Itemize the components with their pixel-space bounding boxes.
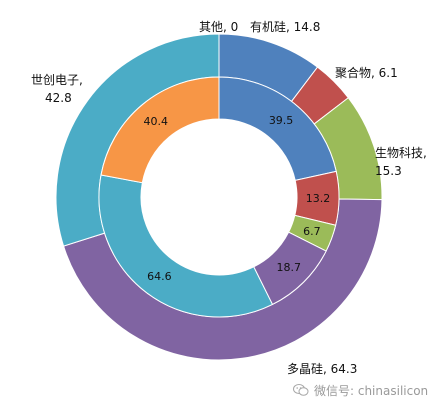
outer-data-label-5: 其他, 0 bbox=[199, 20, 238, 34]
outer-ring-labels: 有机硅, 14.8 聚合物, 6.1 生物科技, 15.3 多晶硅, 64.3 世创电子,… bbox=[31, 20, 427, 376]
inner-ring-slice-4 bbox=[98, 174, 274, 318]
outer-ring bbox=[55, 33, 383, 361]
outer-data-label-2: 生物科技, 15.3 bbox=[375, 146, 427, 178]
watermark: 微信号: chinasilicon bbox=[293, 380, 428, 400]
wechat-icon bbox=[293, 384, 309, 396]
outer-data-label-3: 多晶硅, 64.3 bbox=[287, 362, 357, 376]
inner-data-label-4: 64.6 bbox=[147, 270, 172, 283]
inner-ring-labels: 39.5 13.2 6.7 18.7 64.6 40.4 bbox=[143, 114, 330, 283]
outer-data-label-0: 有机硅, 14.8 bbox=[250, 20, 320, 34]
outer-data-label-1: 聚合物, 6.1 bbox=[335, 65, 398, 80]
inner-data-label-2: 6.7 bbox=[303, 225, 321, 238]
inner-data-label-5: 40.4 bbox=[143, 115, 168, 128]
inner-ring-slice-5 bbox=[100, 76, 220, 184]
watermark-text: 微信号: chinasilicon bbox=[314, 383, 429, 398]
outer-data-label-4: 世创电子, 42.8 bbox=[31, 73, 83, 105]
inner-data-label-3: 18.7 bbox=[277, 261, 302, 274]
inner-data-label-0: 39.5 bbox=[269, 114, 294, 127]
inner-data-label-1: 13.2 bbox=[306, 192, 331, 205]
inner-ring bbox=[98, 76, 340, 318]
